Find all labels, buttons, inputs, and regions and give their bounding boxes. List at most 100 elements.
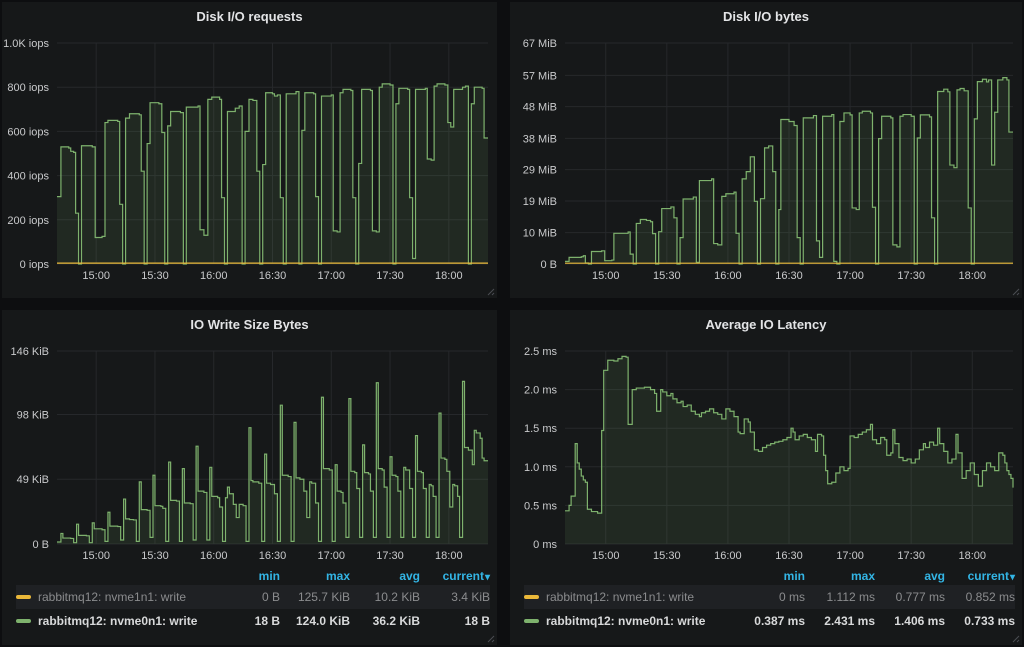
series-name: rabbitmq12: nvme0n1: write — [546, 614, 706, 628]
x-tick-label: 16:00 — [200, 550, 228, 562]
legend-header: min max avg current▾ — [524, 567, 1015, 585]
series-area — [57, 83, 488, 264]
average-io-latency-plot: 15:00 15:30 16:00 16:30 17:00 17:30 18:00 2.5 m… — [524, 346, 1014, 562]
x-tick-label: 16:30 — [259, 550, 287, 562]
x-tick-label: 16:30 — [775, 550, 803, 562]
x-tick-label: 16:30 — [259, 270, 287, 282]
y-tick-label: 0 B — [540, 259, 557, 271]
legend-sort-current[interactable]: current▾ — [967, 569, 1015, 583]
series-color-swatch[interactable] — [16, 619, 31, 623]
average-io-latency-chart[interactable]: 15:00 15:30 16:00 16:30 17:00 17:30 18:00 2.5 m… — [510, 335, 1022, 565]
legend-stat-value: 0.777 ms — [895, 590, 945, 604]
io-write-size-bytes-chart[interactable]: 15:00 15:30 16:00 16:30 17:00 17:30 18:00 146 K… — [2, 335, 497, 565]
legend-stat-value: 124.0 KiB — [295, 614, 350, 628]
series-name: rabbitmq12: nvme1n1: write — [38, 590, 187, 604]
disk-io-requests-plot: 15:00 15:30 16:00 16:30 17:00 17:30 18:00 1.0K … — [3, 38, 488, 282]
x-tick-label: 15:30 — [141, 550, 169, 562]
panel-resize-handle[interactable] — [486, 634, 495, 643]
y-tick-label: 29 MiB — [523, 165, 557, 177]
y-tick-label: 38 MiB — [523, 133, 557, 145]
legend-table: min max avg current▾ rabbitmq12: nvme1n1: wr… — [2, 565, 497, 645]
legend-series-label[interactable]: rabbitmq12: nvme1n1: write — [524, 590, 735, 604]
series-area — [565, 77, 1013, 264]
sort-caret-icon: ▾ — [484, 572, 490, 583]
x-tick-label: 18:00 — [959, 550, 987, 562]
legend-header: min max avg current▾ — [16, 567, 490, 585]
x-tick-label: 18:00 — [435, 550, 463, 562]
series-color-swatch[interactable] — [524, 619, 539, 623]
panel-title[interactable]: Disk I/O requests — [196, 9, 303, 24]
x-tick-label: 17:30 — [376, 550, 404, 562]
y-tick-label: 800 iops — [7, 82, 49, 94]
x-tick-label: 17:30 — [897, 270, 925, 282]
series-name: rabbitmq12: nvme0n1: write — [38, 614, 198, 628]
panel-resize-handle[interactable] — [486, 287, 495, 296]
series-line — [565, 77, 1013, 265]
series-color-swatch[interactable] — [524, 595, 539, 599]
y-tick-label: 1.0K iops — [3, 38, 49, 50]
y-tick-label: 1.5 ms — [524, 423, 558, 435]
x-tick-label: 17:30 — [376, 270, 404, 282]
legend-stat-value: 18 B — [464, 614, 490, 628]
legend-sort-avg[interactable]: avg — [924, 569, 945, 583]
y-tick-label: 19 MiB — [523, 196, 557, 208]
series-area — [57, 381, 488, 544]
x-tick-label: 16:00 — [714, 270, 742, 282]
panel-title[interactable]: Disk I/O bytes — [723, 9, 809, 24]
y-tick-label: 49 KiB — [17, 474, 49, 486]
x-tick-label: 15:00 — [592, 550, 620, 562]
x-tick-label: 15:00 — [82, 550, 110, 562]
y-tick-label: 2.5 ms — [524, 346, 558, 358]
legend-sort-avg[interactable]: avg — [399, 569, 420, 583]
legend-series-label[interactable]: rabbitmq12: nvme0n1: write — [16, 614, 210, 628]
series-line — [57, 83, 488, 265]
y-tick-label: 1.0 ms — [524, 462, 558, 474]
x-tick-label: 17:00 — [836, 550, 864, 562]
series-line — [57, 380, 488, 544]
panel-title[interactable]: IO Write Size Bytes — [190, 317, 309, 332]
legend-row: rabbitmq12: nvme1n1: write 0 ms 1.112 ms 0.… — [524, 585, 1015, 609]
x-tick-label: 16:00 — [714, 550, 742, 562]
series-color-swatch[interactable] — [16, 595, 31, 599]
series-name: rabbitmq12: nvme1n1: write — [546, 590, 695, 604]
legend-sort-min[interactable]: min — [258, 569, 280, 583]
panel-resize-handle[interactable] — [1011, 287, 1020, 296]
y-tick-label: 2.0 ms — [524, 385, 558, 397]
y-tick-label: 0.5 ms — [524, 500, 558, 512]
panel-resize-handle[interactable] — [1011, 634, 1020, 643]
series-line — [565, 355, 1014, 514]
panel-title[interactable]: Average IO Latency — [705, 317, 827, 332]
x-tick-label: 17:00 — [318, 550, 346, 562]
io-write-size-bytes-plot: 15:00 15:30 16:00 16:30 17:00 17:30 18:00 146 K… — [10, 346, 488, 562]
legend-sort-min[interactable]: min — [783, 569, 805, 583]
panel-average-io-latency: Average IO Latency 15:00 15:30 16:00 16:30 1… — [510, 310, 1022, 645]
legend-stat-value: 0 ms — [778, 590, 805, 604]
x-tick-label: 15:30 — [653, 550, 681, 562]
y-tick-label: 146 KiB — [10, 346, 49, 358]
legend-sort-current[interactable]: current▾ — [442, 569, 490, 583]
legend-series-label[interactable]: rabbitmq12: nvme0n1: write — [524, 614, 735, 628]
legend-stat-value: 2.431 ms — [824, 614, 875, 628]
y-tick-label: 400 iops — [7, 171, 49, 183]
y-tick-label: 10 MiB — [523, 228, 557, 240]
x-tick-label: 15:30 — [653, 270, 681, 282]
x-tick-label: 16:30 — [775, 270, 803, 282]
y-tick-label: 0 B — [32, 539, 49, 551]
legend-stat-value: 10.2 KiB — [374, 590, 420, 604]
disk-io-bytes-chart[interactable]: 15:00 15:30 16:00 16:30 17:00 17:30 18:00 67 Mi… — [510, 27, 1022, 285]
y-tick-label: 67 MiB — [523, 38, 557, 50]
disk-io-requests-chart[interactable]: 15:00 15:30 16:00 16:30 17:00 17:30 18:00 1.0K … — [2, 27, 497, 285]
x-tick-label: 15:30 — [141, 270, 169, 282]
legend-row: rabbitmq12: nvme0n1: write 18 B 124.0 KiB 3… — [16, 609, 490, 633]
y-tick-label: 0 iops — [20, 259, 50, 271]
x-tick-label: 16:00 — [200, 270, 228, 282]
legend-series-label[interactable]: rabbitmq12: nvme1n1: write — [16, 590, 210, 604]
legend-stat-value: 36.2 KiB — [372, 614, 420, 628]
legend-stat-value: 0.733 ms — [964, 614, 1015, 628]
y-tick-label: 57 MiB — [523, 70, 557, 82]
legend-sort-max[interactable]: max — [850, 569, 875, 583]
x-tick-label: 15:00 — [592, 270, 620, 282]
x-tick-label: 18:00 — [959, 270, 987, 282]
legend-sort-max[interactable]: max — [325, 569, 350, 583]
